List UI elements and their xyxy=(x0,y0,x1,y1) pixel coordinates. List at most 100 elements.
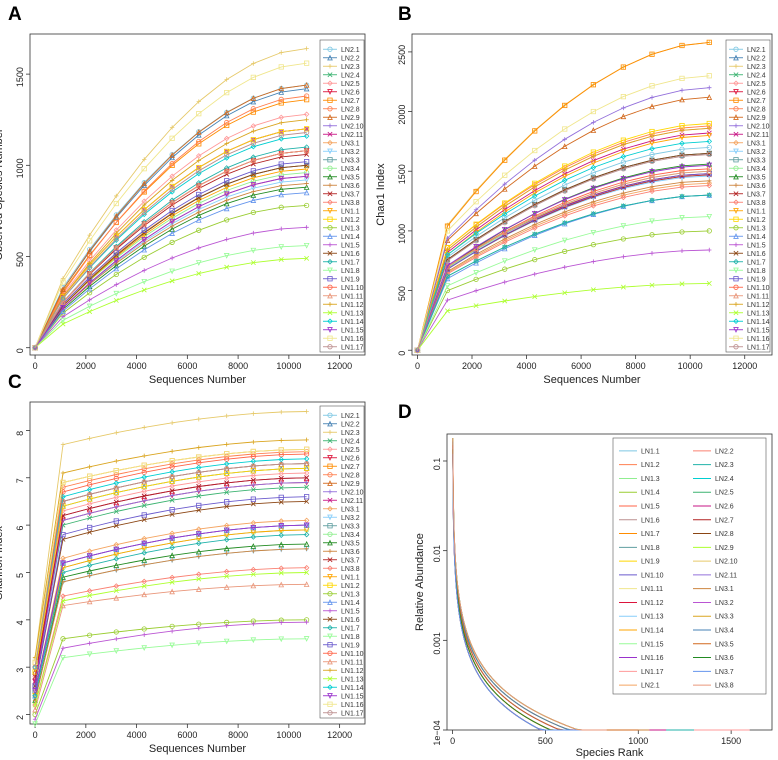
data-point xyxy=(251,230,256,236)
data-point xyxy=(303,133,310,139)
y-tick-label: 0.01 xyxy=(432,545,442,563)
data-point xyxy=(250,472,257,479)
data-point xyxy=(590,203,597,209)
legend-entry: LN2.5 xyxy=(341,447,360,454)
data-point xyxy=(195,131,202,138)
data-point xyxy=(679,153,685,159)
data-point xyxy=(501,229,508,236)
legend-marker xyxy=(733,106,739,112)
data-point xyxy=(141,166,147,172)
data-point xyxy=(303,189,310,196)
panel-d-rank-abundance: 0 500 1000 1500 0.1 0.01 0.001 1e−04 Species Ran… xyxy=(414,433,773,759)
legend-entry: LN1.6 xyxy=(341,617,360,624)
legend-marker xyxy=(327,327,333,333)
legend-entry: LN1.15 xyxy=(747,327,770,334)
data-point xyxy=(195,548,202,555)
legend-entry: LN2.10 xyxy=(715,559,738,566)
data-point xyxy=(223,253,230,259)
data-point xyxy=(531,247,538,254)
y-tick-label: 1e−04 xyxy=(432,720,442,745)
data-point xyxy=(278,161,284,167)
legend-marker xyxy=(327,310,333,316)
data-point xyxy=(60,579,66,585)
rank-curve-LN2.11 xyxy=(452,445,620,731)
legend-marker xyxy=(733,157,739,163)
data-point xyxy=(649,140,655,147)
data-point xyxy=(501,244,508,250)
data-point xyxy=(169,152,175,158)
y-axis-label: Relative Abundance xyxy=(414,533,426,631)
legend-entry: LN1.15 xyxy=(341,327,364,334)
x-tick-label: 4000 xyxy=(127,361,147,371)
data-point xyxy=(502,172,508,178)
x-axis-label: Species Rank xyxy=(576,747,644,759)
data-point xyxy=(86,280,93,286)
series-line-LN1.15 xyxy=(417,164,710,351)
data-point xyxy=(87,593,93,599)
data-point xyxy=(679,75,685,82)
data-point xyxy=(113,546,120,553)
data-point xyxy=(250,95,257,101)
data-point xyxy=(141,180,148,187)
legend-entry: LN1.9 xyxy=(341,642,360,649)
x-tick-label: 4000 xyxy=(127,730,147,740)
data-point xyxy=(142,562,147,567)
legend-entry: LN1.2 xyxy=(747,217,766,224)
data-point xyxy=(621,105,626,111)
y-tick-label: 500 xyxy=(397,286,407,301)
data-point xyxy=(278,100,284,106)
legend-marker xyxy=(327,505,333,512)
data-point xyxy=(303,81,310,88)
data-point xyxy=(169,178,175,183)
data-point xyxy=(141,462,147,468)
data-point xyxy=(250,106,256,112)
data-point xyxy=(60,442,66,447)
data-point xyxy=(649,133,655,139)
data-point xyxy=(303,173,310,180)
data-point xyxy=(250,143,257,150)
legend-marker xyxy=(733,191,739,197)
data-point xyxy=(60,518,66,523)
legend-marker xyxy=(733,318,739,325)
data-point xyxy=(250,448,256,455)
data-point xyxy=(531,225,538,231)
x-tick-label: 12000 xyxy=(732,361,757,371)
data-point xyxy=(706,228,712,234)
data-point xyxy=(113,518,119,524)
data-point xyxy=(250,534,257,540)
legend-entry: LN3.6 xyxy=(341,183,360,190)
data-point xyxy=(224,148,230,155)
legend-entry: LN3.6 xyxy=(747,183,766,190)
x-tick-label: 500 xyxy=(538,736,553,746)
legend-entry: LN1.4 xyxy=(341,600,360,607)
data-point xyxy=(620,159,626,165)
data-point xyxy=(195,203,202,210)
data-point xyxy=(251,189,256,194)
panel-label-c: C xyxy=(8,372,22,393)
data-point xyxy=(444,308,450,314)
legend-entry: LN3.3 xyxy=(715,614,734,621)
data-point xyxy=(649,232,655,238)
legend-marker xyxy=(733,216,739,222)
legend-entry: LN1.9 xyxy=(341,276,360,283)
data-point xyxy=(169,642,175,649)
data-point xyxy=(87,632,93,638)
data-point xyxy=(195,640,202,647)
panel-a-observed-species: 0 2000 4000 6000 8000 10000 12000 0 500 1000 1500 S… xyxy=(0,33,366,386)
data-point xyxy=(141,479,147,485)
data-point xyxy=(501,226,508,233)
legend-entry: LN3.1 xyxy=(747,140,766,147)
data-point xyxy=(250,209,256,216)
legend-marker xyxy=(733,199,739,206)
legend-marker xyxy=(327,199,333,206)
x-axis-label: Sequences Number xyxy=(149,374,247,386)
series-line-LN1.17 xyxy=(34,132,307,348)
data-point xyxy=(473,288,479,293)
data-point xyxy=(501,185,508,192)
data-point xyxy=(87,529,93,535)
data-point xyxy=(114,458,119,464)
legend-marker xyxy=(327,412,333,418)
series-line-LN1.13 xyxy=(417,282,710,351)
data-point xyxy=(278,89,285,95)
legend-entry: LN2.4 xyxy=(747,72,766,79)
